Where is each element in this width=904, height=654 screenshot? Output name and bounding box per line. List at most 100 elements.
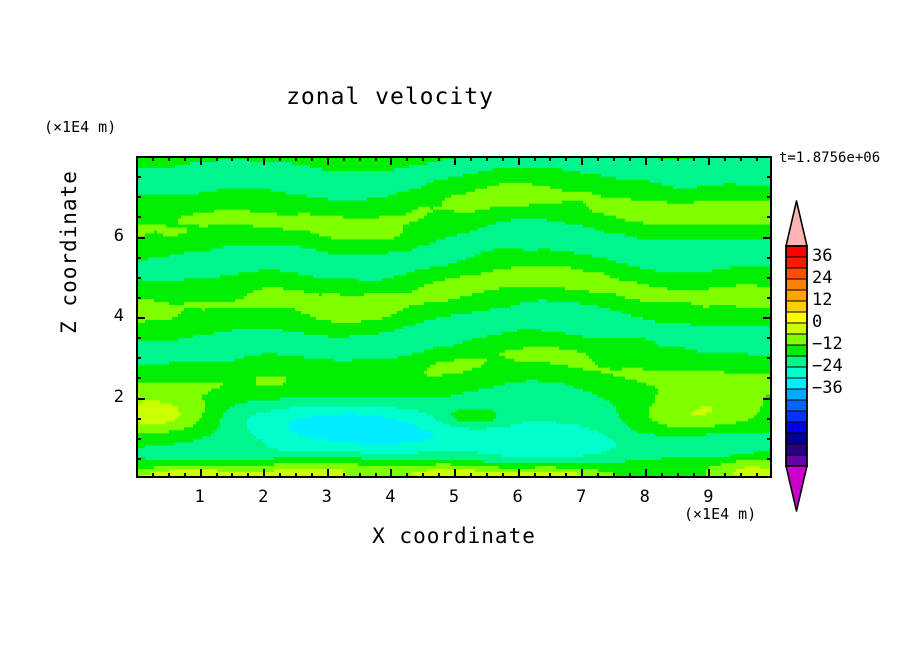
y-tick-label: 4 xyxy=(113,306,124,326)
y-tick xyxy=(767,457,772,460)
y-tick xyxy=(763,317,772,319)
y-tick xyxy=(136,397,145,400)
x-tick-label: 9 xyxy=(703,487,714,507)
x-tick xyxy=(660,473,663,478)
y-tick xyxy=(767,276,772,279)
x-tick xyxy=(326,469,329,478)
x-tick-label: 5 xyxy=(448,487,460,507)
x-tick xyxy=(342,473,345,478)
x-tick-label: 1 xyxy=(194,487,205,507)
x-tick xyxy=(279,156,282,161)
x-tick xyxy=(676,156,679,161)
x-tick xyxy=(613,473,615,478)
x-tick-label: 7 xyxy=(576,487,587,507)
y-tick xyxy=(767,417,772,420)
y-tick xyxy=(767,437,772,440)
x-tick xyxy=(422,156,425,161)
x-tick xyxy=(517,156,520,165)
x-tick xyxy=(263,156,266,165)
x-tick xyxy=(692,156,695,161)
y-tick xyxy=(136,457,141,460)
x-tick xyxy=(740,156,743,161)
x-tick xyxy=(549,156,552,161)
x-tick xyxy=(358,156,361,161)
y-tick xyxy=(136,377,141,380)
y-tick xyxy=(136,317,145,319)
x-axis-title: X coordinate xyxy=(372,524,536,548)
y-tick xyxy=(136,296,141,299)
y-tick xyxy=(767,196,772,199)
x-tick xyxy=(199,469,202,478)
x-tick xyxy=(310,156,313,161)
x-tick-label: 6 xyxy=(512,487,523,507)
y-axis-title: Z coordinate xyxy=(57,170,81,334)
x-tick xyxy=(581,469,584,478)
x-tick xyxy=(644,156,647,165)
x-tick xyxy=(183,156,186,161)
x-tick xyxy=(151,156,154,161)
x-tick xyxy=(374,473,377,478)
plot-area xyxy=(136,156,772,478)
page-title: zonal velocity xyxy=(286,84,494,110)
x-tick xyxy=(390,156,393,165)
x-tick xyxy=(628,473,631,478)
y-tick-label: 2 xyxy=(113,386,124,407)
y-tick xyxy=(763,397,772,400)
y-tick xyxy=(136,437,141,440)
y-tick xyxy=(767,256,772,259)
x-tick xyxy=(501,473,504,478)
x-tick xyxy=(644,469,647,478)
colorbar-tick-label: −12 xyxy=(812,334,843,354)
x-tick xyxy=(215,473,218,478)
x-tick xyxy=(406,473,409,478)
x-tick xyxy=(613,156,615,161)
x-tick xyxy=(358,473,361,478)
x-tick xyxy=(247,473,250,478)
y-tick xyxy=(767,176,772,179)
x-tick-label: 2 xyxy=(258,487,269,507)
x-tick xyxy=(454,156,456,165)
x-tick xyxy=(501,156,504,161)
x-tick xyxy=(756,473,759,478)
x-tick xyxy=(167,156,170,161)
x-tick xyxy=(374,156,377,161)
x-tick xyxy=(215,156,218,161)
x-tick xyxy=(597,156,600,161)
x-tick xyxy=(708,156,711,165)
y-tick xyxy=(767,377,772,380)
y-tick xyxy=(136,236,145,239)
x-tick xyxy=(533,473,536,478)
y-tick xyxy=(767,337,772,340)
x-tick xyxy=(406,156,409,161)
x-axis-units-label: (×1E4 m) xyxy=(684,505,757,523)
x-tick xyxy=(533,156,536,161)
x-tick xyxy=(676,473,679,478)
x-tick xyxy=(565,156,568,161)
x-tick xyxy=(454,469,456,478)
x-tick xyxy=(310,473,313,478)
x-tick xyxy=(740,473,743,478)
colorbar-swatches xyxy=(785,200,808,512)
x-tick xyxy=(167,473,170,478)
x-tick xyxy=(660,156,663,161)
colorbar-tick-label: −24 xyxy=(812,356,843,376)
colorbar xyxy=(783,200,813,512)
x-tick xyxy=(485,156,488,161)
colorbar-tick-label: 36 xyxy=(812,246,833,266)
x-tick xyxy=(183,473,186,478)
contour-field xyxy=(136,156,772,478)
y-tick xyxy=(136,337,141,340)
x-tick xyxy=(469,473,472,478)
x-tick xyxy=(151,473,154,478)
x-tick xyxy=(295,156,297,161)
x-tick xyxy=(295,473,297,478)
x-tick xyxy=(422,473,425,478)
colorbar-tick-label: −36 xyxy=(812,378,843,398)
x-tick xyxy=(565,473,568,478)
x-tick xyxy=(342,156,345,161)
y-tick xyxy=(763,236,772,239)
y-tick xyxy=(136,256,141,259)
x-tick xyxy=(438,156,441,161)
x-tick xyxy=(231,473,234,478)
